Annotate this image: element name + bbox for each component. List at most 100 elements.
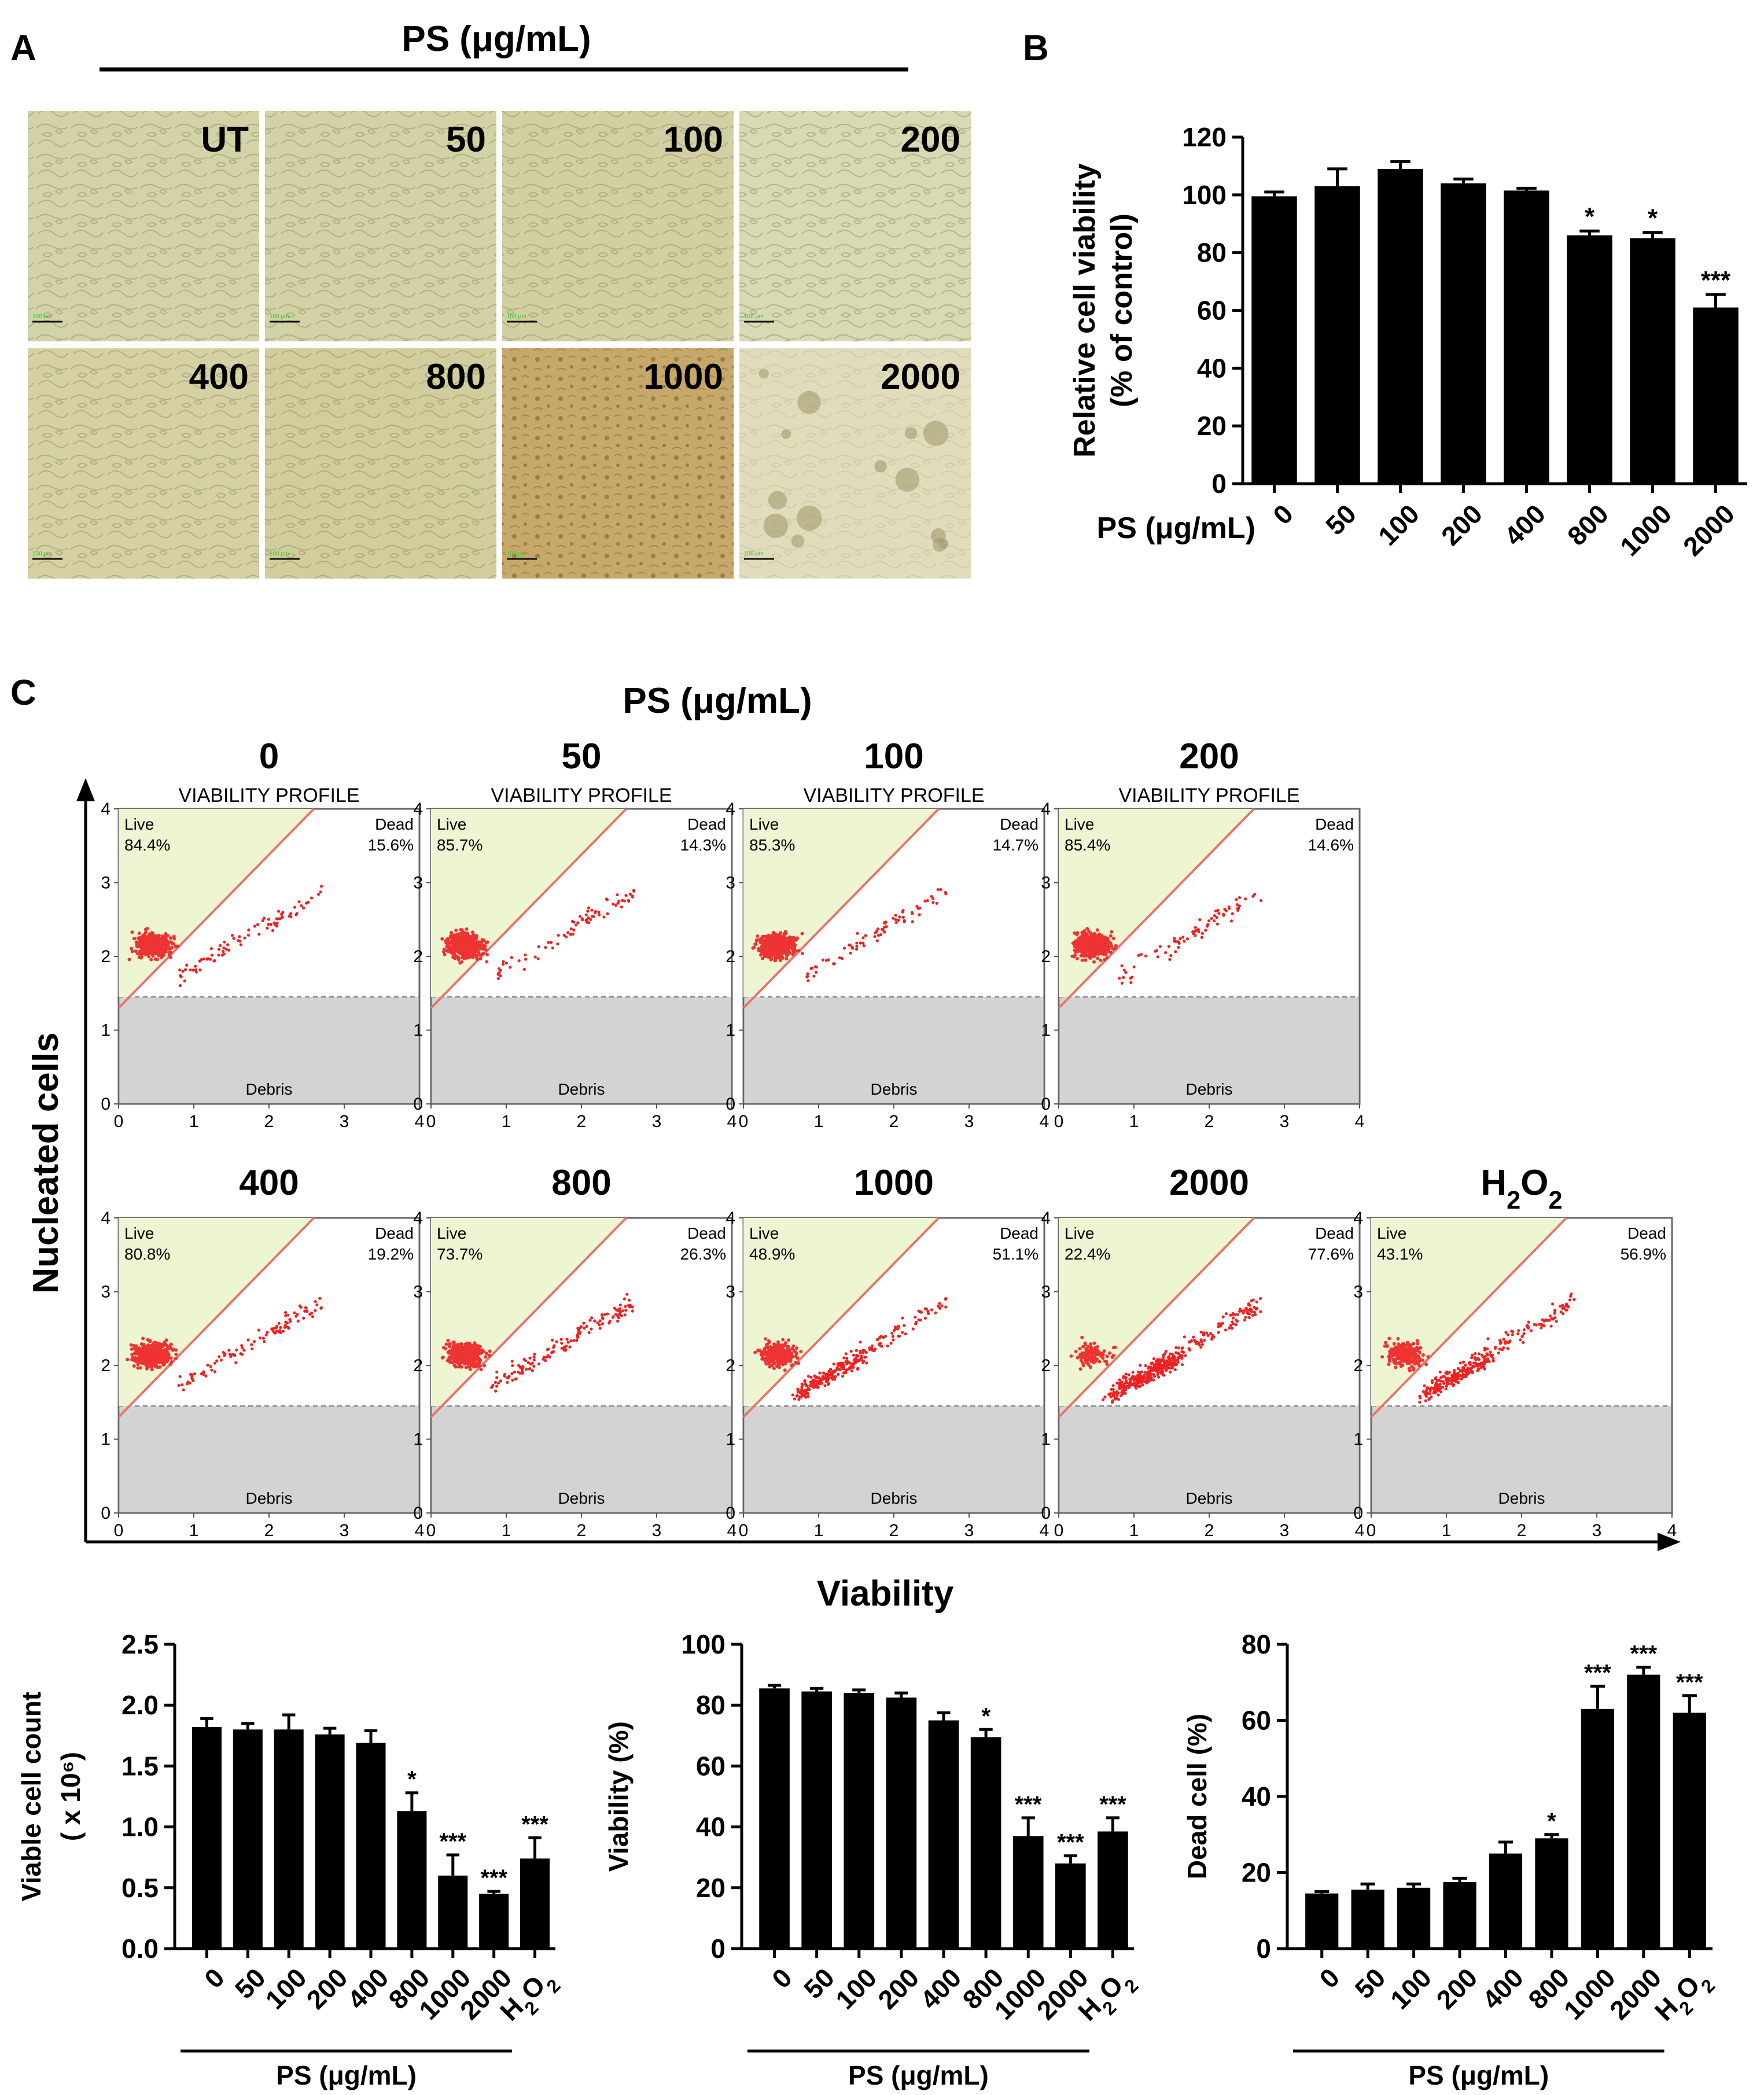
y-tick-label: 4 [413, 1209, 423, 1228]
live-point [1405, 1341, 1409, 1345]
dead-point [528, 1356, 532, 1360]
live-point [766, 1346, 770, 1350]
dead-point [506, 1380, 509, 1385]
live-point [792, 938, 796, 942]
y-tick-label: 0 [1256, 1934, 1271, 1964]
x-tick-label: 400 [1476, 1963, 1529, 2015]
micrograph-label: UT [201, 120, 249, 160]
micrograph-label: 800 [426, 357, 486, 397]
live-point [159, 948, 163, 952]
live-point [154, 1354, 158, 1358]
dead-point [602, 915, 606, 919]
dead-point [1124, 1376, 1128, 1379]
dead-point [1117, 1398, 1120, 1401]
x-tick-label: 3 [652, 1112, 662, 1131]
dead-point [860, 1356, 863, 1360]
live-point [789, 936, 793, 940]
dead-label: Dead [687, 1224, 726, 1242]
live-point [1110, 930, 1114, 934]
dead-point [521, 1366, 525, 1369]
dead-point [552, 1346, 555, 1349]
dead-point [228, 1353, 232, 1356]
x-tick-label: 200 [872, 1963, 925, 2015]
dead-point [531, 1369, 534, 1372]
bar-2000 [1627, 1674, 1660, 1949]
live-point [469, 1353, 473, 1357]
dead-point [1123, 1386, 1126, 1390]
bar-H2O2 [520, 1858, 550, 1949]
dead-point [1118, 977, 1121, 980]
live-point [143, 1362, 148, 1366]
debris-region [1060, 997, 1358, 1103]
dead-point [188, 1381, 192, 1385]
live-point [1091, 937, 1095, 941]
live-point [1099, 934, 1103, 938]
dead-point [181, 970, 185, 973]
live-point [1080, 958, 1084, 962]
dead-point [1136, 1374, 1139, 1377]
bar-100 [274, 1729, 304, 1949]
dead-point [1168, 958, 1172, 961]
significance-mark: *** [480, 1865, 507, 1891]
dead-point [855, 947, 859, 951]
y-tick-label: 0 [1211, 469, 1227, 499]
dead-point [1238, 904, 1241, 908]
scale-bar-label: 100 μm [744, 314, 764, 320]
dead-point [1174, 1346, 1178, 1349]
live-point [790, 1346, 794, 1350]
dead-point [598, 913, 601, 916]
live-region [1059, 1218, 1254, 1407]
dead-point [800, 1382, 804, 1386]
dead-point [1206, 923, 1210, 926]
dead-point [210, 953, 213, 957]
dead-point [852, 1353, 856, 1357]
dead-point [526, 1361, 530, 1364]
dead-point [822, 1371, 826, 1375]
live-point [1394, 1357, 1398, 1361]
live-point [1397, 1354, 1401, 1358]
dead-point [547, 941, 550, 944]
dead-point [183, 968, 187, 971]
live-point [450, 1350, 454, 1354]
live-point [477, 1356, 481, 1360]
live-point [150, 944, 154, 948]
dead-point [304, 901, 308, 905]
dead-point [598, 1323, 601, 1327]
dead-point [1250, 1310, 1254, 1313]
live-point [473, 934, 477, 938]
significance-mark: * [1547, 1809, 1556, 1834]
dead-point [840, 1363, 844, 1367]
dead-point [1255, 1300, 1258, 1304]
dead-point [590, 1316, 594, 1320]
dead-point [876, 1338, 879, 1342]
x-tick-label: 200 [1435, 499, 1488, 551]
live-point [1417, 1359, 1421, 1363]
dead-point [911, 920, 914, 923]
dead-point [827, 1382, 831, 1386]
live-point [783, 1362, 787, 1366]
dead-point [898, 915, 901, 919]
dead-point [856, 1367, 860, 1371]
panel-a-header: PS (μg/mL) [402, 19, 591, 59]
scatter-points [440, 1293, 634, 1393]
y-tick-label: 3 [101, 1283, 111, 1302]
dead-point [864, 934, 867, 937]
live-point [1407, 1367, 1411, 1371]
dead-point [1210, 916, 1213, 921]
dead-point [1231, 1312, 1235, 1316]
live-dead-gate [1058, 808, 1255, 1009]
dead-point [824, 1377, 827, 1380]
dead-point [1194, 934, 1197, 937]
live-point [1405, 1347, 1409, 1351]
live-point [469, 1348, 473, 1352]
x-tick-label: 0 [426, 1521, 436, 1540]
dead-point [209, 1365, 212, 1368]
live-point [1093, 1358, 1098, 1363]
live-point [148, 1339, 152, 1343]
live-point [174, 1356, 178, 1360]
live-point [152, 942, 156, 947]
x-tick-label: 100 [830, 1963, 882, 2015]
dead-point [587, 1331, 591, 1334]
dead-point [1259, 1310, 1262, 1313]
live-point [1399, 1360, 1403, 1364]
